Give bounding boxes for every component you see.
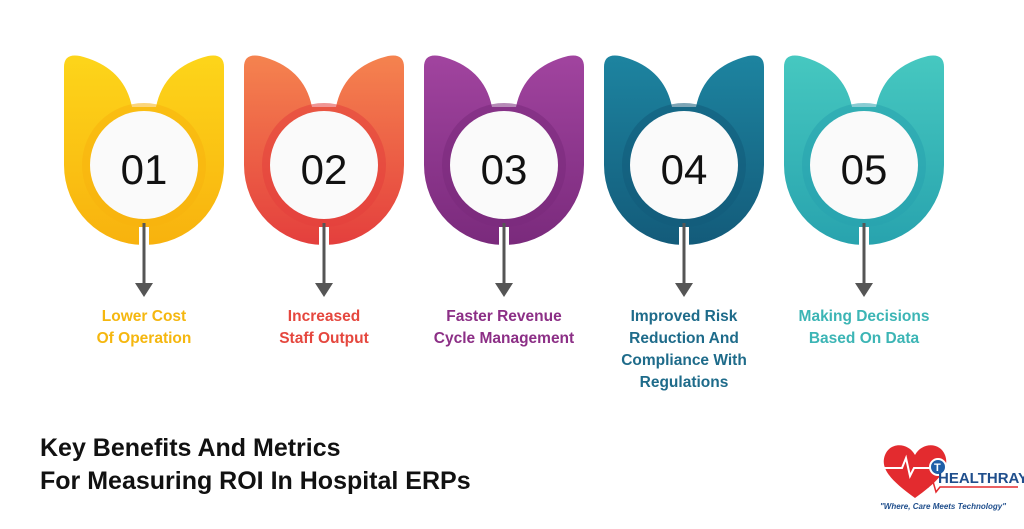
item-label: Increased Staff Output — [224, 306, 424, 350]
label-line: Based On Data — [808, 330, 920, 347]
petal-shape-icon — [784, 55, 944, 297]
item-number: 01 — [120, 146, 168, 193]
arrow-down-icon — [315, 283, 333, 297]
benefit-item-3: 03 Faster Revenue Cycle Management — [414, 50, 594, 410]
arrow-down-icon — [135, 283, 153, 297]
label-line: Regulations — [639, 374, 729, 391]
label-line: Compliance With — [621, 352, 747, 369]
label-line: Of Operation — [96, 330, 192, 347]
benefit-item-5: 05 Making Decisions Based On Data — [774, 50, 954, 410]
title-line-2: For Measuring ROI In Hospital ERPs — [40, 467, 471, 495]
item-label: Lower Cost Of Operation — [44, 306, 244, 350]
arrow-down-icon — [675, 283, 693, 297]
label-line: Faster Revenue — [446, 308, 562, 325]
label-line: Cycle Management — [433, 330, 575, 347]
healthray-logo: T HEALTHRAY "Where, Care Meets Technolog… — [880, 440, 1024, 520]
heart-logo-icon: T — [882, 445, 1018, 498]
label-line: Reduction And — [629, 330, 739, 347]
petal-shape-icon — [244, 55, 404, 297]
svg-text:T: T — [934, 462, 941, 474]
title-line-1: Key Benefits And Metrics — [40, 434, 341, 462]
logo-name: HEALTHRAY — [938, 470, 1024, 487]
item-number: 05 — [840, 146, 888, 193]
label-line: Staff Output — [279, 330, 369, 347]
label-line: Lower Cost — [101, 308, 187, 325]
petal-shape-icon — [64, 55, 224, 297]
label-line: Increased — [287, 308, 361, 325]
benefit-item-2: 02 Increased Staff Output — [234, 50, 414, 410]
item-label: Faster Revenue Cycle Management — [404, 306, 604, 350]
arrow-down-icon — [495, 283, 513, 297]
benefit-item-4: 04 Improved Risk Reduction And Compliance … — [594, 50, 774, 410]
benefit-item-1: 01 Lower Cost Of Operation — [54, 50, 234, 410]
item-label: Making Decisions Based On Data — [764, 306, 964, 350]
item-number: 03 — [480, 146, 528, 193]
petal-shape-icon — [424, 55, 584, 297]
page-title: Key Benefits And Metrics For Measuring R… — [40, 432, 471, 498]
item-label: Improved Risk Reduction And Compliance Wit… — [584, 306, 784, 394]
label-line: Improved Risk — [630, 308, 738, 325]
arrow-down-icon — [855, 283, 873, 297]
petal-shape-icon — [604, 55, 764, 297]
logo-tagline: "Where, Care Meets Technology" — [880, 502, 1006, 511]
item-number: 02 — [300, 146, 348, 193]
item-number: 04 — [660, 146, 708, 193]
label-line: Making Decisions — [798, 308, 930, 325]
